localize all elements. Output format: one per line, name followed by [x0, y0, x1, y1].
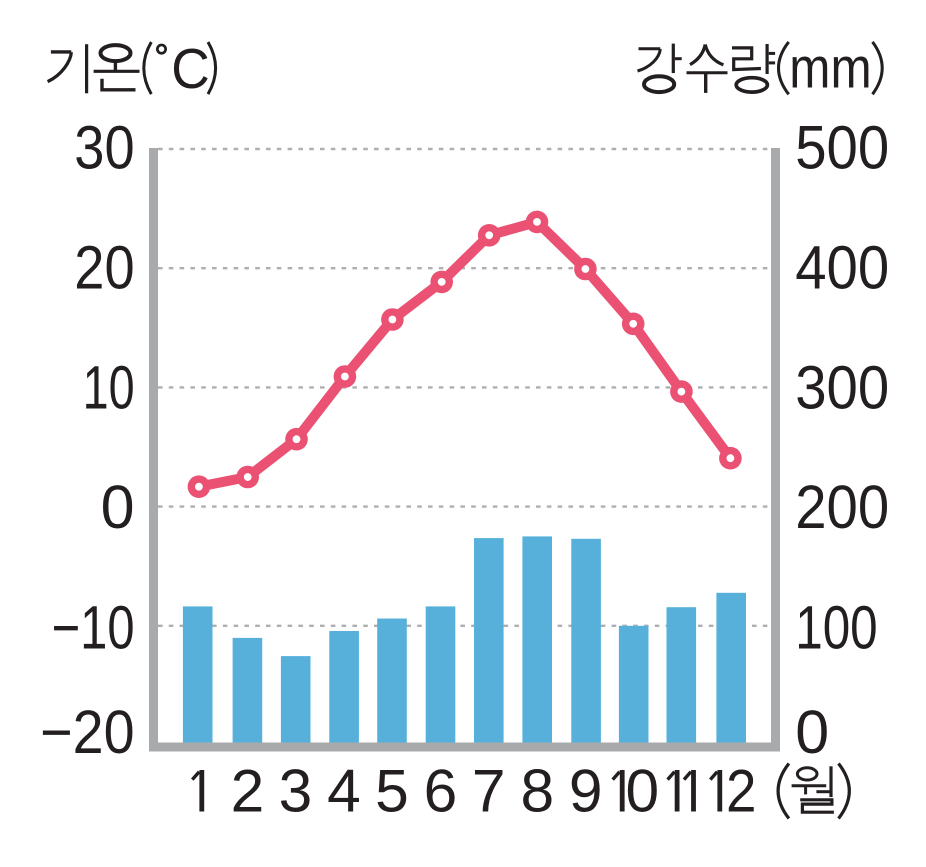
svg-text:5: 5	[375, 757, 409, 825]
svg-text:20: 20	[74, 234, 134, 302]
svg-text:200: 200	[795, 473, 889, 541]
svg-text:9: 9	[569, 757, 603, 825]
svg-text:8: 8	[520, 757, 554, 825]
svg-text:300: 300	[795, 354, 889, 422]
svg-text:100: 100	[795, 594, 878, 662]
svg-text:C: C	[171, 37, 210, 101]
svg-text:4: 4	[327, 757, 361, 825]
svg-text:mm: mm	[789, 37, 871, 101]
svg-text:0: 0	[795, 698, 829, 766]
svg-text:500: 500	[795, 114, 889, 182]
svg-text:6: 6	[424, 757, 458, 825]
svg-text:10: 10	[83, 354, 135, 422]
svg-text:2: 2	[726, 757, 757, 825]
svg-text:0: 0	[626, 757, 660, 825]
svg-text:400: 400	[795, 234, 889, 302]
svg-text:7: 7	[472, 757, 506, 825]
svg-text:3: 3	[279, 757, 313, 825]
svg-text:0: 0	[101, 473, 135, 541]
svg-text:30: 30	[74, 114, 134, 182]
svg-text:−20: −20	[40, 698, 135, 766]
svg-text:2: 2	[231, 757, 265, 825]
svg-text:−10: −10	[52, 594, 135, 662]
